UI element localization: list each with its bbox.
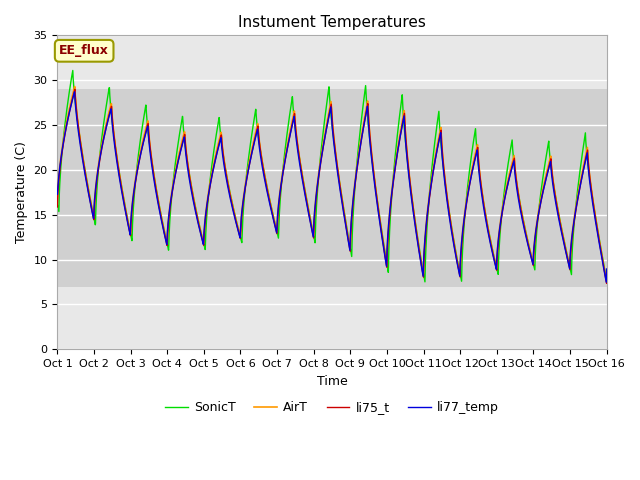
li75_t [533, 223, 541, 228]
li75_t [592, 218, 600, 224]
li75_t [71, 86, 79, 92]
li75_t [603, 280, 611, 286]
li77_temp [71, 89, 79, 95]
AirT [116, 176, 124, 182]
SonicT [533, 225, 541, 231]
SonicT [69, 68, 77, 73]
li75_t [264, 192, 272, 197]
SonicT [264, 190, 272, 195]
SonicT [149, 165, 157, 170]
SonicT [593, 218, 600, 224]
li77_temp [602, 279, 610, 285]
Line: SonicT: SonicT [58, 71, 607, 282]
Legend: SonicT, AirT, li75_t, li77_temp: SonicT, AirT, li75_t, li77_temp [160, 396, 504, 420]
li75_t [116, 177, 124, 183]
li77_temp [603, 266, 611, 272]
Bar [58, 89, 607, 287]
Line: li77_temp: li77_temp [58, 92, 607, 282]
Y-axis label: Temperature (C): Temperature (C) [15, 142, 28, 243]
li77_temp [149, 169, 157, 175]
SonicT [116, 175, 124, 181]
Line: AirT: AirT [58, 86, 607, 281]
Title: Instument Temperatures: Instument Temperatures [238, 15, 426, 30]
Line: li75_t: li75_t [58, 89, 607, 283]
AirT [592, 217, 600, 223]
li77_temp [264, 194, 272, 200]
li77_temp [116, 180, 124, 186]
AirT [264, 191, 272, 196]
AirT [603, 278, 611, 284]
li75_t [149, 166, 157, 172]
li77_temp [592, 221, 600, 227]
AirT [603, 269, 611, 275]
li75_t [288, 122, 296, 128]
Text: EE_flux: EE_flux [60, 44, 109, 57]
AirT [71, 84, 79, 89]
AirT [149, 165, 157, 170]
SonicT [54, 202, 61, 208]
li75_t [54, 204, 61, 210]
SonicT [288, 96, 296, 102]
X-axis label: Time: Time [317, 374, 348, 387]
li77_temp [288, 123, 296, 129]
SonicT [603, 277, 611, 283]
AirT [54, 194, 61, 200]
li77_temp [533, 221, 541, 227]
SonicT [421, 279, 429, 285]
AirT [288, 119, 296, 125]
li77_temp [54, 192, 61, 197]
AirT [533, 219, 541, 225]
